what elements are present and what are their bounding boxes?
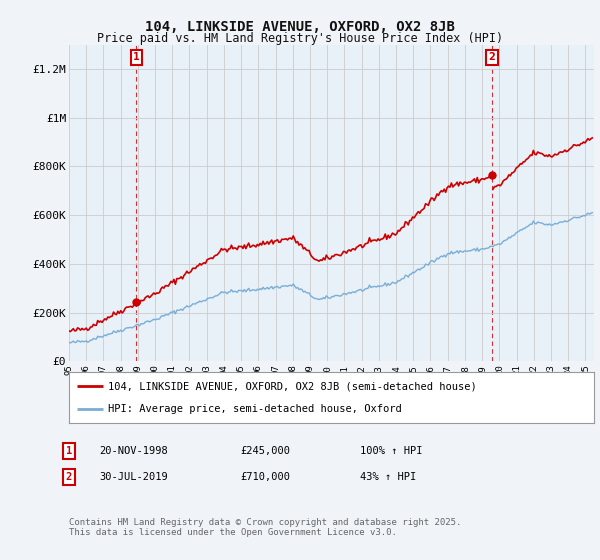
Text: 100% ↑ HPI: 100% ↑ HPI — [360, 446, 422, 456]
Text: 1: 1 — [66, 446, 72, 456]
Text: 104, LINKSIDE AVENUE, OXFORD, OX2 8JB (semi-detached house): 104, LINKSIDE AVENUE, OXFORD, OX2 8JB (s… — [109, 381, 477, 391]
Text: 30-JUL-2019: 30-JUL-2019 — [99, 472, 168, 482]
Text: 2: 2 — [66, 472, 72, 482]
Text: 1: 1 — [133, 53, 140, 63]
Text: £245,000: £245,000 — [240, 446, 290, 456]
Text: 43% ↑ HPI: 43% ↑ HPI — [360, 472, 416, 482]
Text: Price paid vs. HM Land Registry's House Price Index (HPI): Price paid vs. HM Land Registry's House … — [97, 32, 503, 45]
Text: HPI: Average price, semi-detached house, Oxford: HPI: Average price, semi-detached house,… — [109, 404, 402, 414]
Text: 104, LINKSIDE AVENUE, OXFORD, OX2 8JB: 104, LINKSIDE AVENUE, OXFORD, OX2 8JB — [145, 20, 455, 34]
Text: 20-NOV-1998: 20-NOV-1998 — [99, 446, 168, 456]
Text: 2: 2 — [489, 53, 496, 63]
Text: Contains HM Land Registry data © Crown copyright and database right 2025.
This d: Contains HM Land Registry data © Crown c… — [69, 518, 461, 538]
Text: £710,000: £710,000 — [240, 472, 290, 482]
